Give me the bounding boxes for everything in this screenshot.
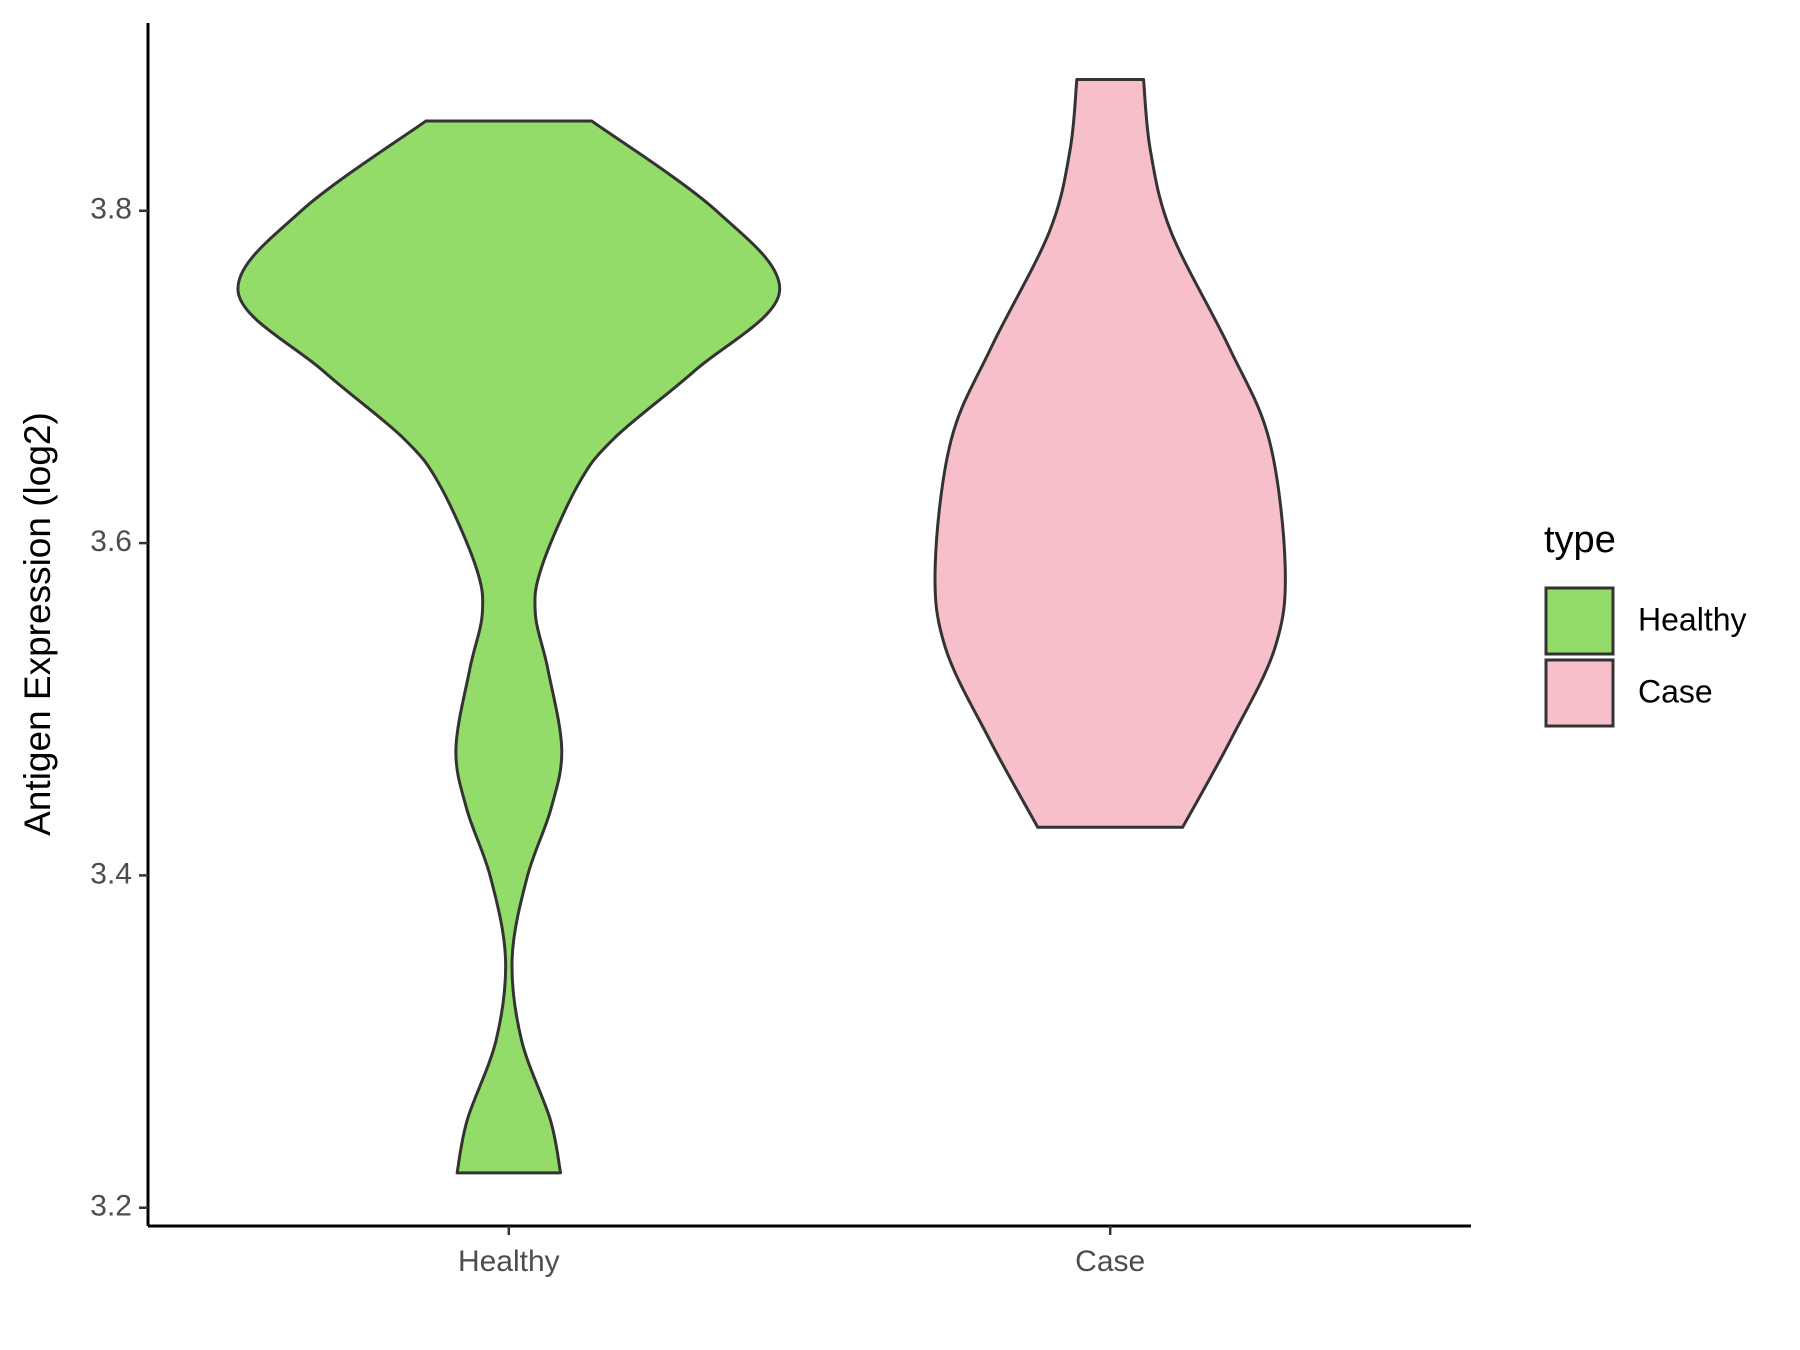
- y-axis-title: Antigen Expression (log2): [17, 412, 58, 836]
- x-tick-label: Case: [1075, 1245, 1145, 1278]
- x-tick-label: Healthy: [458, 1245, 560, 1278]
- legend-label: Case: [1638, 673, 1713, 709]
- violin: [236, 119, 781, 1175]
- y-tick-label: 3.6: [90, 525, 132, 558]
- y-tick-label: 3.8: [90, 193, 132, 226]
- y-tick-label: 3.4: [90, 857, 132, 890]
- legend-key: [1544, 586, 1615, 656]
- legend-label: Healthy: [1638, 601, 1747, 637]
- violin: [933, 77, 1287, 829]
- y-tick-label: 3.2: [90, 1190, 132, 1223]
- legend-key: [1544, 658, 1615, 728]
- legend-title: type: [1544, 519, 1616, 561]
